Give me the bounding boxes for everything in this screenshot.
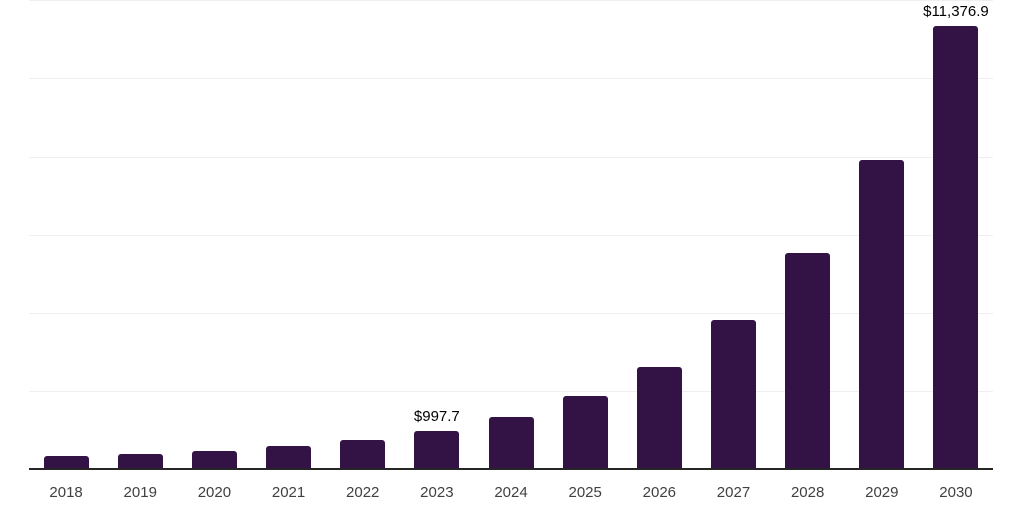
bar-2028 — [785, 253, 831, 470]
x-tick-2018: 2018 — [49, 484, 83, 501]
bar-2030 — [933, 25, 979, 470]
bar-2027 — [710, 320, 756, 470]
value-label-2030: $11,376.9 — [923, 2, 989, 20]
x-tick-2030: 2030 — [939, 484, 973, 501]
bar-2026 — [636, 366, 682, 470]
x-tick-2023: 2023 — [420, 484, 454, 501]
x-tick-2029: 2029 — [865, 484, 899, 501]
bar-2024 — [488, 417, 534, 470]
gridline-12000 — [29, 0, 993, 2]
x-tick-2028: 2028 — [790, 484, 825, 501]
bar-2029 — [859, 160, 905, 470]
bar-2019 — [117, 453, 163, 470]
gridline-10000 — [29, 78, 993, 80]
gridline-8000 — [29, 156, 993, 158]
x-tick-2020: 2020 — [197, 484, 232, 501]
x-tick-2025: 2025 — [568, 484, 602, 501]
bar-2020 — [191, 450, 237, 470]
x-tick-2019: 2019 — [123, 484, 157, 501]
gridline-4000 — [29, 312, 993, 314]
x-tick-2021: 2021 — [271, 484, 306, 501]
bar-2018 — [43, 456, 89, 470]
x-tick-2027: 2027 — [716, 484, 751, 501]
bar-2021 — [266, 445, 312, 470]
gridline-6000 — [29, 234, 993, 236]
x-axis-line — [29, 468, 993, 470]
x-tick-2026: 2026 — [642, 484, 677, 501]
bar-2023 — [414, 431, 460, 470]
value-label-2023: $997.7 — [413, 408, 460, 426]
x-axis-tick-labels: 2018 2019 2020 2021 2022 2023 2024 2025 2026 2027… — [29, 483, 993, 502]
gridline-2000 — [29, 390, 993, 392]
x-tick-2024: 2024 — [494, 484, 528, 501]
bar-2025 — [562, 396, 608, 470]
x-tick-2022: 2022 — [346, 484, 380, 501]
bar-2022 — [340, 439, 386, 470]
plot-area: $997.7 $11,376.9 — [29, 0, 993, 470]
